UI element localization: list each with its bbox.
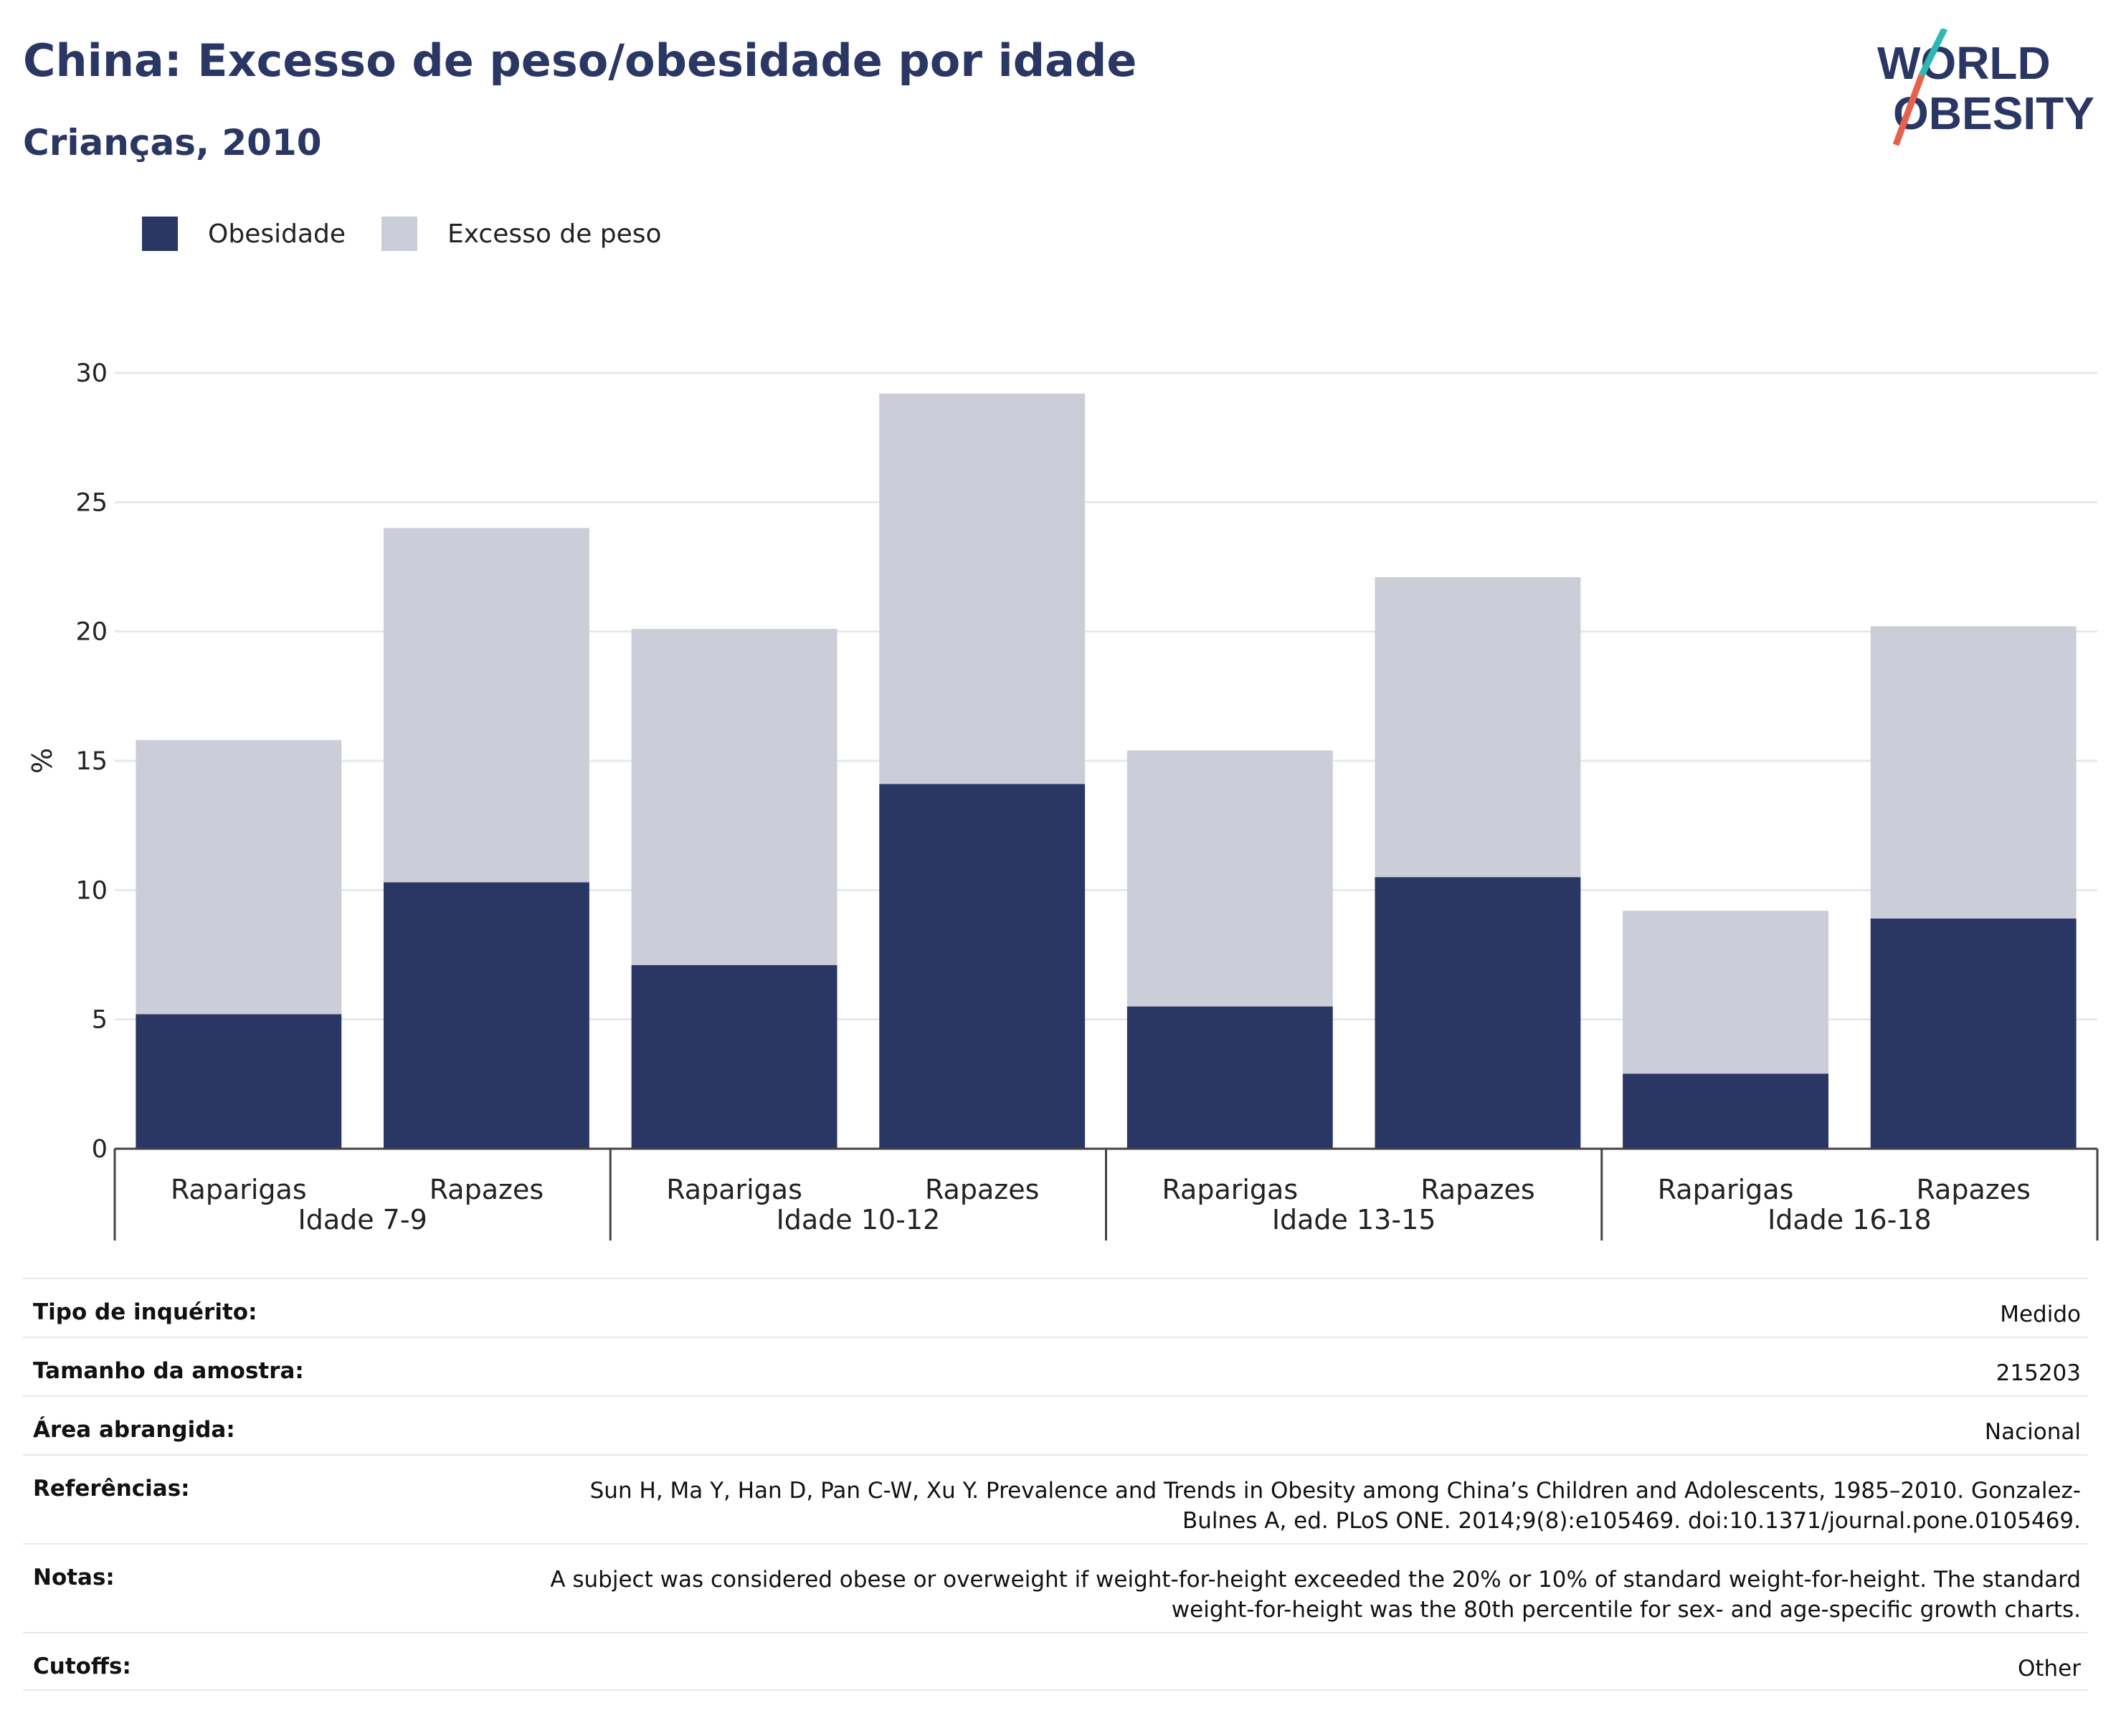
bar-obesity	[1623, 1073, 1828, 1149]
y-axis-label: %	[27, 748, 58, 774]
y-tick-label: 0	[92, 1135, 108, 1164]
metadata-label: Tamanho da amostra:	[33, 1358, 304, 1384]
y-tick-label: 5	[92, 1006, 108, 1035]
metadata-value: Medido	[2000, 1301, 2081, 1327]
bar-overweight	[1126, 750, 1333, 1007]
group-label: Idade 7-9	[298, 1204, 427, 1235]
x-tick-label: Rapazes	[925, 1174, 1039, 1205]
bar-overweight	[384, 528, 589, 883]
metadata-label: Referências:	[33, 1476, 190, 1502]
legend-swatch-obesity	[142, 217, 178, 251]
bar-overweight	[136, 740, 342, 1015]
x-tick-label: Raparigas	[1162, 1174, 1298, 1205]
chart-title: China: Excesso de peso/obesidade por ida…	[23, 34, 1137, 87]
metadata-label: Cutoffs:	[33, 1654, 131, 1679]
x-tick-label: Rapazes	[1420, 1174, 1534, 1205]
metadata-row: Tipo de inquérito: Medido	[23, 1278, 2088, 1337]
logo-line1: WORLD	[1877, 37, 2051, 89]
world-obesity-logo: WORLD OBESITY	[1877, 29, 2094, 146]
metadata-value: Nacional	[1984, 1419, 2081, 1445]
bar-overweight	[631, 629, 838, 965]
chart-subtitle: Crianças, 2010	[23, 122, 322, 163]
metadata-value: 215203	[1996, 1360, 2081, 1386]
legend-label-obesity: Obesidade	[208, 219, 346, 249]
metadata-row: Notas: A subject was considered obese or …	[23, 1543, 2088, 1632]
metadata-label: Área abrangida:	[33, 1417, 235, 1443]
bar-obesity	[631, 964, 838, 1149]
metadata-label: Tipo de inquérito:	[33, 1299, 257, 1325]
bar-obesity	[384, 882, 589, 1149]
y-tick-label: 20	[75, 618, 108, 647]
bar-obesity	[1126, 1006, 1333, 1149]
metadata-label: Notas:	[33, 1565, 115, 1590]
y-tick-label: 10	[75, 876, 108, 905]
y-tick-label: 15	[75, 747, 108, 776]
legend-swatch-overweight	[381, 217, 418, 251]
y-tick-label: 30	[75, 359, 108, 388]
group-label: Idade 16-18	[1768, 1204, 1932, 1235]
metadata-value: Other	[2017, 1656, 2081, 1682]
bar-obesity	[136, 1014, 342, 1149]
x-tick-label: Raparigas	[171, 1174, 307, 1205]
bar-obesity	[1375, 877, 1581, 1149]
metadata-row: Referências: Sun H, Ma Y, Han D, Pan C-W,…	[23, 1454, 2088, 1543]
bar-overweight	[1870, 626, 2077, 919]
metadata-table: Tipo de inquérito: Medido Tamanho da amost…	[23, 1278, 2088, 1691]
group-label: Idade 13-15	[1272, 1204, 1436, 1235]
logo-slash-bottom	[1892, 74, 1925, 146]
x-tick-label: Rapazes	[1916, 1174, 2030, 1205]
bar-obesity	[879, 784, 1086, 1149]
logo-line2: OBESITY	[1893, 87, 2094, 139]
bar-overweight	[1623, 911, 1828, 1074]
legend-label-overweight: Excesso de peso	[447, 219, 662, 249]
metadata-row: Tamanho da amostra: 215203	[23, 1337, 2088, 1395]
x-tick-label: Raparigas	[1658, 1174, 1794, 1205]
logo-slash-top	[1918, 29, 1948, 77]
metadata-value: Sun H, Ma Y, Han D, Pan C-W, Xu Y. Preva…	[589, 1478, 2081, 1534]
x-tick-label: Raparigas	[666, 1174, 802, 1205]
metadata-row: Cutoffs: Other	[23, 1632, 2088, 1691]
metadata-value: A subject was considered obese or overwe…	[550, 1567, 2081, 1623]
group-label: Idade 10-12	[777, 1204, 941, 1235]
chart-legend: Obesidade Excesso de peso	[142, 212, 698, 255]
bar-overweight	[879, 393, 1086, 784]
legend-item-overweight[interactable]: Excesso de peso	[381, 217, 662, 251]
y-tick-label: 25	[75, 488, 108, 517]
stacked-bar-chart: 0 5 10 15 20 25 30% Raparigas Rapazes Raparigas Ra…	[27, 359, 2099, 1241]
bar-overweight	[1375, 577, 1581, 878]
x-tick-label: Rapazes	[430, 1174, 544, 1205]
legend-item-obesity[interactable]: Obesidade	[142, 217, 346, 251]
metadata-row: Área abrangida: Nacional	[23, 1395, 2088, 1454]
bar-obesity	[1870, 919, 2077, 1149]
